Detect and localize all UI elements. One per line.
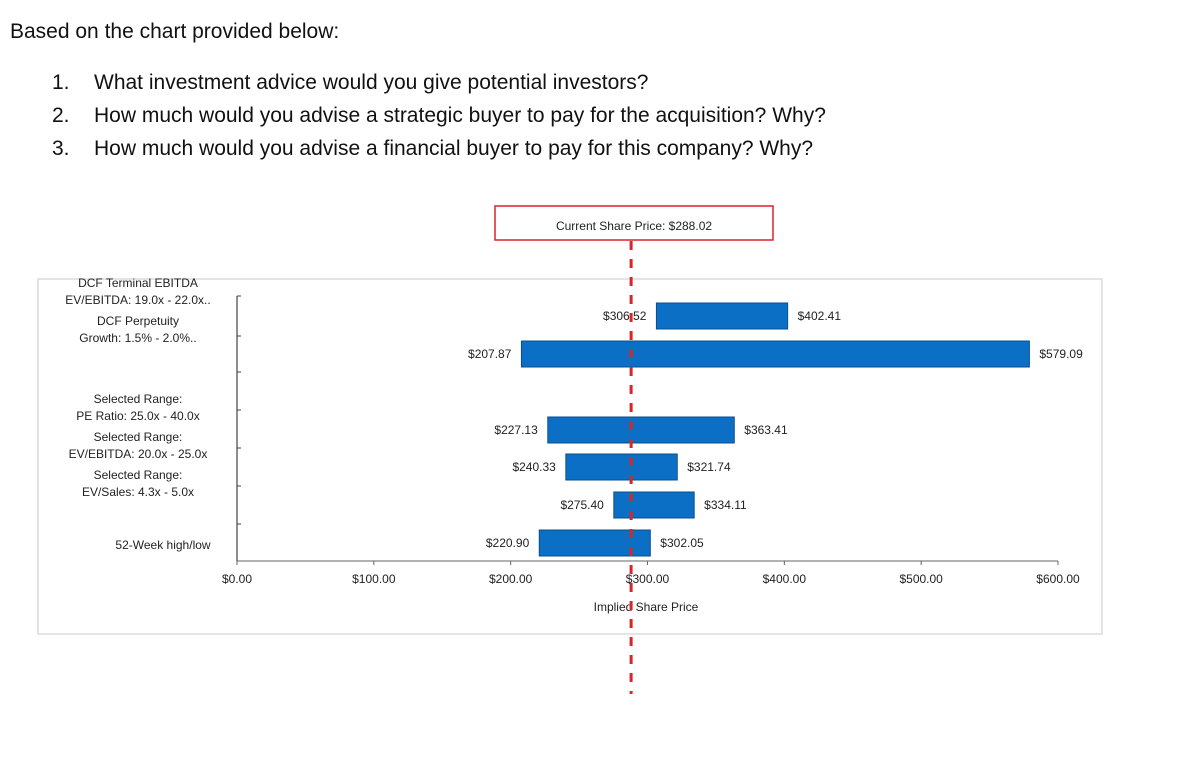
high-value-label: $579.09 <box>1039 347 1083 361</box>
question-number: 1. <box>52 71 70 94</box>
category-label: 52-Week high/low <box>115 538 210 552</box>
category-label: PE Ratio: 25.0x - 40.0x <box>76 409 199 423</box>
category-label: DCF Terminal EBITDA <box>78 276 198 290</box>
category-label: Selected Range: <box>94 392 183 406</box>
category-label: Growth: 1.5% - 2.0%.. <box>79 331 196 345</box>
question-item: 2. How much would you advise a strategic … <box>52 103 826 136</box>
range-bar <box>547 416 735 444</box>
low-value-label: $207.87 <box>468 347 512 361</box>
question-text: How much would you advise a financial bu… <box>94 137 814 160</box>
high-value-label: $321.74 <box>687 460 731 474</box>
intro-text: Based on the chart provided below: <box>10 20 340 43</box>
chart-title: Current Share Price: $288.02 <box>556 219 712 233</box>
low-value-label: $240.33 <box>512 460 556 474</box>
question-item: 3. How much would you advise a financial … <box>52 136 826 169</box>
low-value-label: $227.13 <box>494 423 538 437</box>
x-axis-title: Implied Share Price <box>594 600 699 614</box>
low-value-label: $306.52 <box>603 309 647 323</box>
x-tick-label: $300.00 <box>626 572 670 586</box>
high-value-label: $363.41 <box>744 423 788 437</box>
range-bar <box>613 491 695 519</box>
x-tick-label: $600.00 <box>1036 572 1080 586</box>
category-label: EV/Sales: 4.3x - 5.0x <box>82 485 194 499</box>
range-bar <box>655 302 789 330</box>
range-bar <box>565 453 678 481</box>
x-tick-label: $400.00 <box>763 572 807 586</box>
low-value-label: $220.90 <box>486 536 530 550</box>
low-value-label: $275.40 <box>560 498 604 512</box>
high-value-label: $334.11 <box>704 498 747 512</box>
high-value-label: $302.05 <box>660 536 704 550</box>
category-label: Selected Range: <box>94 468 183 482</box>
current-price-callout <box>494 205 774 241</box>
x-tick-label: $500.00 <box>899 572 943 586</box>
x-tick-label: $0.00 <box>222 572 252 586</box>
question-text: How much would you advise a strategic bu… <box>94 104 826 127</box>
x-tick-label: $200.00 <box>489 572 533 586</box>
question-list: 1. What investment advice would you give … <box>52 70 826 169</box>
question-item: 1. What investment advice would you give … <box>52 70 826 103</box>
high-value-label: $402.41 <box>798 309 842 323</box>
range-bar <box>520 340 1030 368</box>
category-label: DCF Perpetuity <box>97 314 179 328</box>
range-bar <box>538 529 651 557</box>
question-text: What investment advice would you give po… <box>94 71 649 94</box>
category-label: EV/EBITDA: 19.0x - 22.0x.. <box>65 293 210 307</box>
category-label: Selected Range: <box>94 430 183 444</box>
question-number: 3. <box>52 137 70 160</box>
x-tick-label: $100.00 <box>352 572 396 586</box>
category-label: EV/EBITDA: 20.0x - 25.0x <box>69 447 208 461</box>
question-number: 2. <box>52 104 70 127</box>
